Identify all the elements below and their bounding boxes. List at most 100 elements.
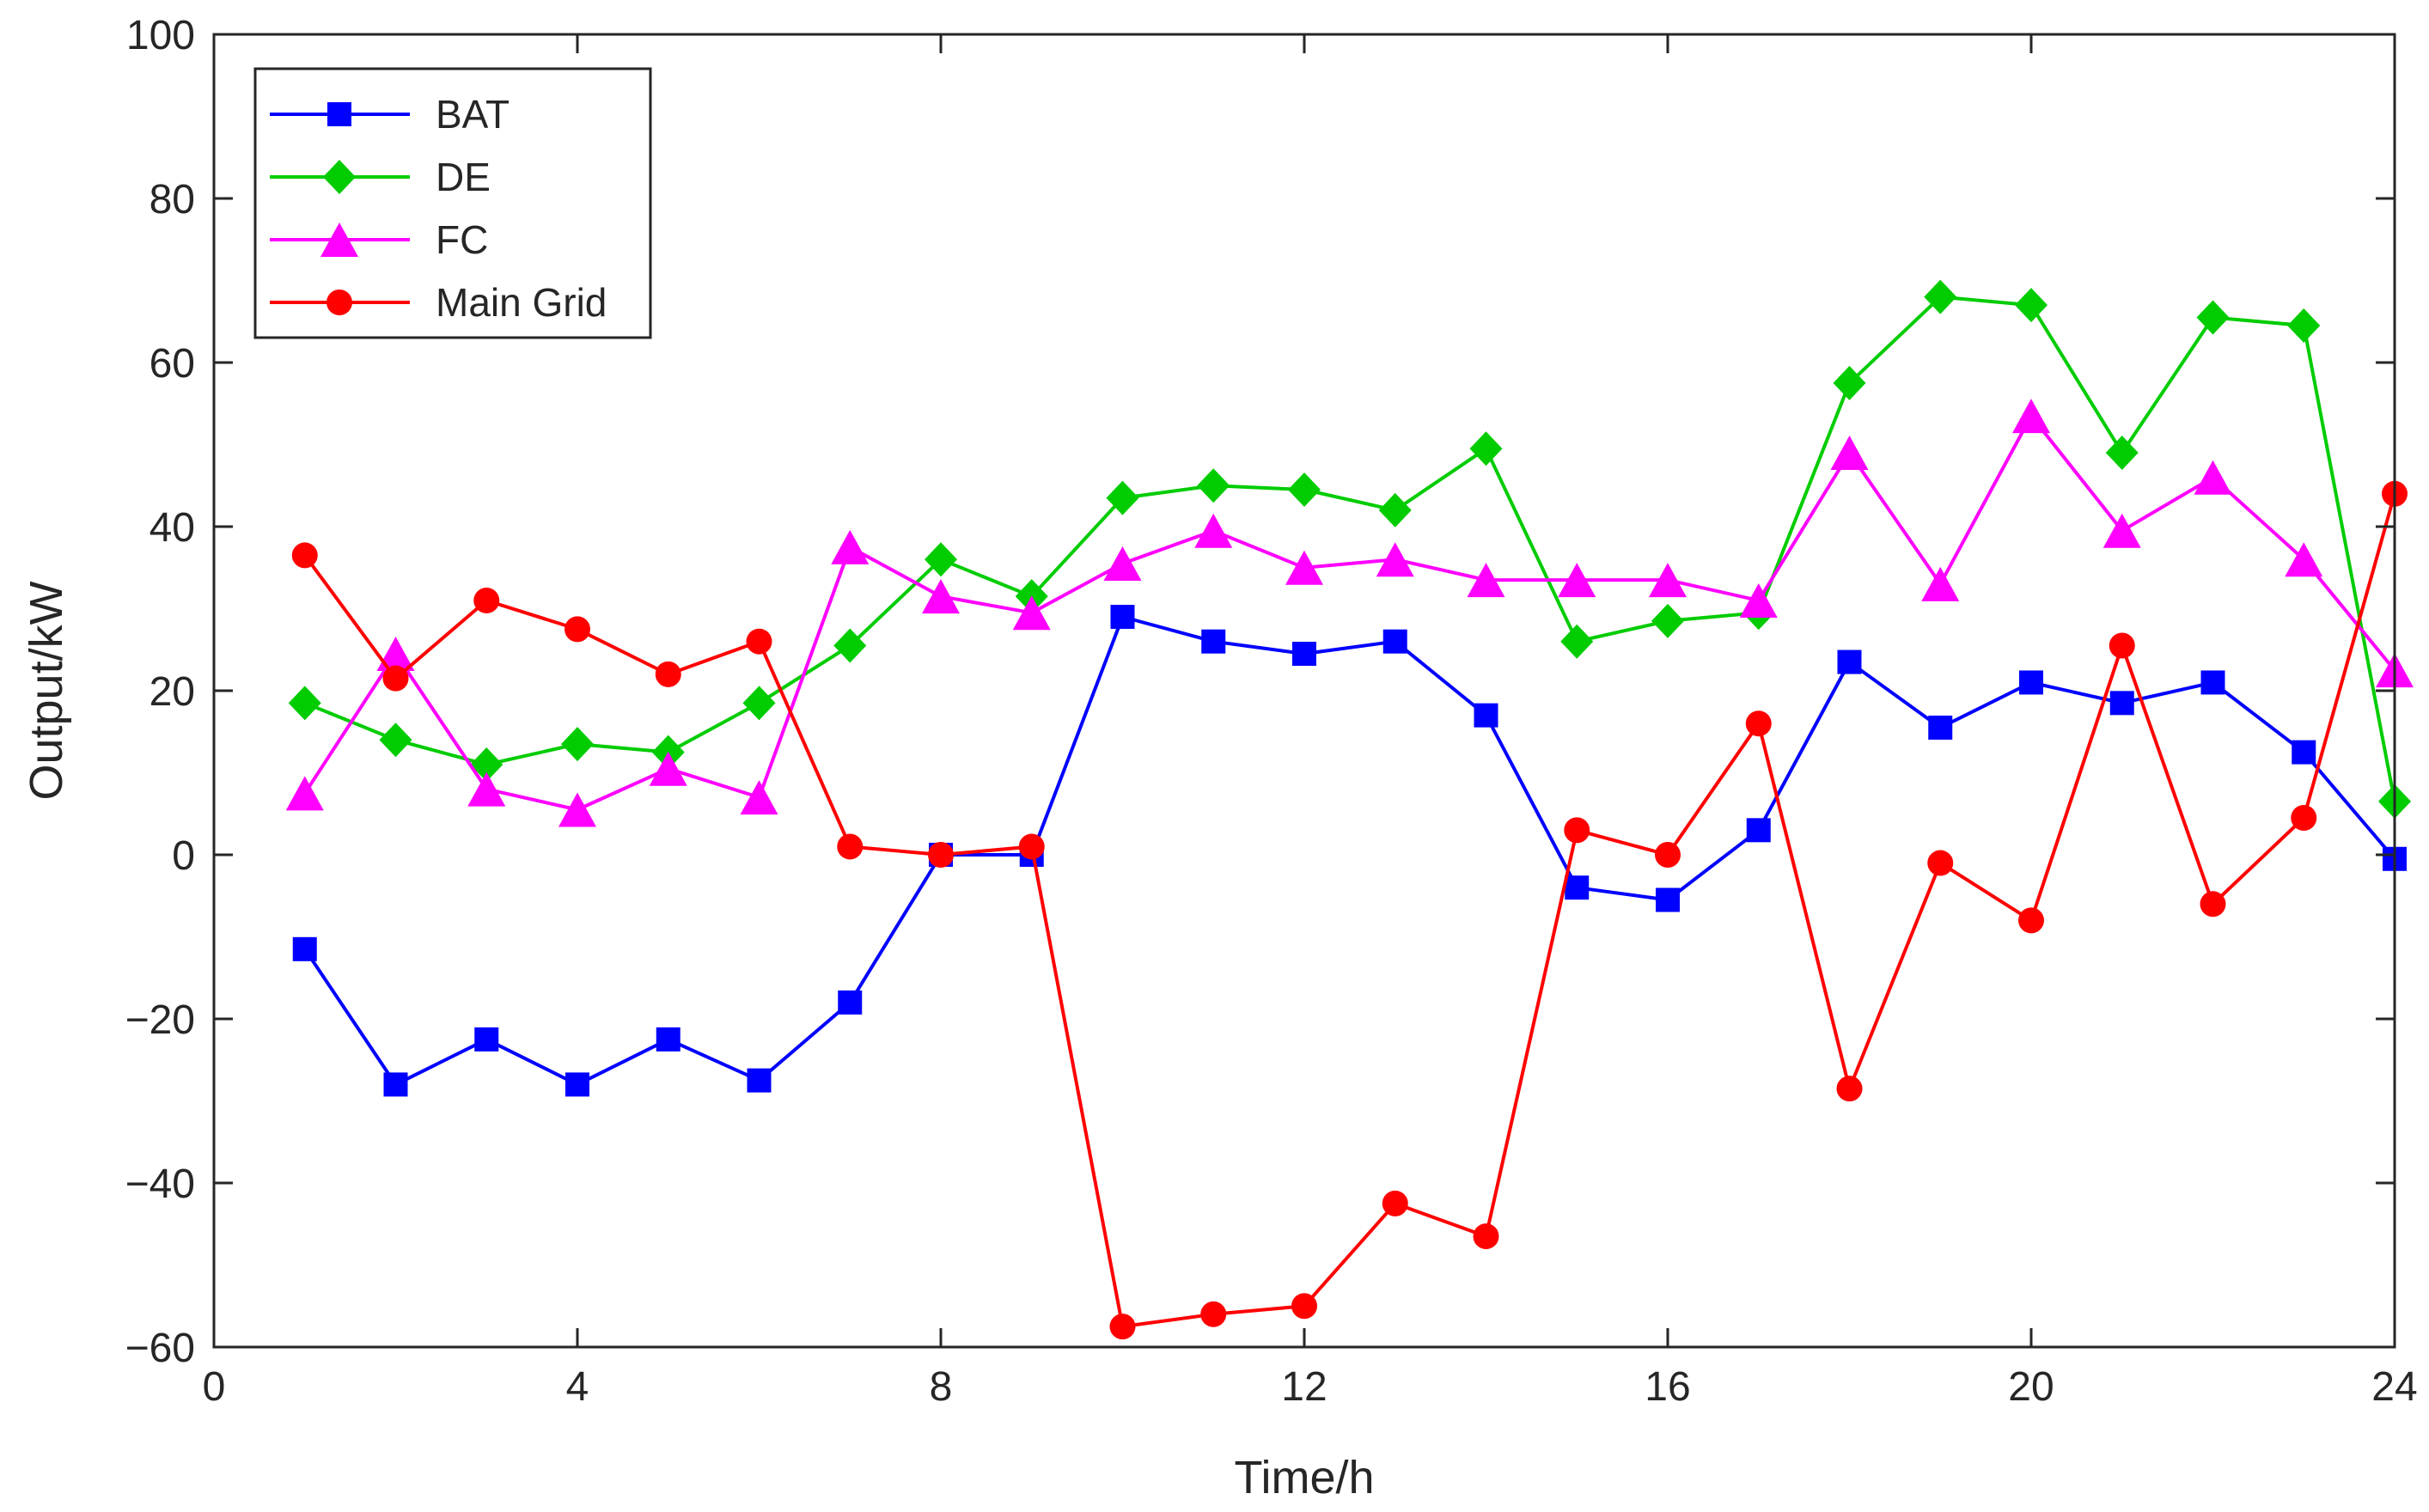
- data-point-fc: [1558, 563, 1596, 598]
- chart-marks: [285, 279, 2414, 1340]
- data-point-main-grid: [1473, 1223, 1499, 1250]
- data-point-main-grid: [2018, 907, 2044, 934]
- data-point-main-grid: [1291, 1293, 1317, 1320]
- data-point-bat: [565, 1072, 589, 1097]
- y-tick-label: 40: [150, 505, 195, 551]
- data-point-fc: [2194, 460, 2232, 495]
- data-point-de: [1106, 480, 1139, 515]
- data-point-de: [1288, 472, 1321, 508]
- data-point-fc: [1376, 542, 1414, 577]
- y-tick-label: 80: [150, 177, 195, 223]
- data-point-fc: [285, 776, 324, 811]
- data-point-bat: [2109, 691, 2134, 716]
- data-point-de: [833, 628, 867, 663]
- data-point-de: [925, 542, 957, 577]
- legend-marker-main-grid: [327, 290, 352, 315]
- data-point-main-grid: [565, 616, 590, 643]
- data-point-fc: [467, 771, 506, 807]
- data-point-fc: [2012, 399, 2050, 434]
- y-tick-label: −20: [125, 997, 195, 1043]
- data-point-bat: [1837, 649, 1862, 674]
- data-point-bat: [1746, 818, 1771, 843]
- series-main-grid: [291, 480, 2408, 1340]
- data-point-fc: [1285, 550, 1323, 585]
- data-point-de: [470, 747, 503, 782]
- data-point-main-grid: [291, 542, 318, 569]
- data-point-bat: [1382, 629, 1407, 654]
- chart-axes: 0 4 8 12 16 20 24 −60 −40 −20 0 20 40 60 80 100: [125, 13, 2418, 1410]
- data-point-main-grid: [1927, 850, 1954, 876]
- data-point-de: [561, 727, 594, 762]
- legend-item-fc: FC: [270, 217, 488, 262]
- data-point-main-grid: [2200, 891, 2226, 918]
- data-point-bat: [474, 1027, 499, 1052]
- series-bat: [292, 605, 2407, 1097]
- data-point-main-grid: [473, 587, 500, 613]
- data-point-de: [2015, 288, 2048, 323]
- x-tick-label: 0: [203, 1364, 226, 1410]
- legend-marker-de: [323, 160, 356, 194]
- x-tick-label: 12: [1281, 1364, 1327, 1410]
- data-point-de: [2105, 436, 2139, 471]
- data-point-fc: [1830, 436, 1869, 471]
- x-tick-label: 4: [566, 1364, 589, 1410]
- data-point-bat: [1110, 605, 1135, 630]
- data-point-bat: [292, 936, 317, 961]
- data-point-de: [1469, 431, 1503, 466]
- data-point-bat: [747, 1068, 772, 1093]
- data-point-de: [2287, 308, 2321, 344]
- data-point-de: [1651, 603, 1684, 638]
- legend-label-bat: BAT: [436, 92, 510, 137]
- data-point-fc: [1649, 563, 1687, 598]
- data-point-bat: [1201, 629, 1226, 654]
- legend-marker-bat: [327, 102, 351, 126]
- data-point-main-grid: [382, 665, 409, 692]
- data-point-fc: [1467, 563, 1505, 598]
- data-point-main-grid: [1564, 817, 1590, 844]
- data-point-fc: [558, 792, 596, 827]
- data-point-main-grid: [2291, 805, 2317, 832]
- data-point-de: [288, 686, 321, 721]
- data-point-bat: [2200, 670, 2225, 695]
- data-point-fc: [922, 579, 960, 614]
- data-point-main-grid: [1382, 1190, 1408, 1216]
- data-point-bat: [1928, 715, 1953, 740]
- data-point-de: [1197, 468, 1230, 503]
- data-point-bat: [1656, 887, 1680, 912]
- series-line-fc: [303, 414, 2396, 812]
- legend-marker-fc: [320, 223, 358, 257]
- x-tick-label: 16: [1645, 1364, 1690, 1410]
- data-point-main-grid: [1836, 1076, 1863, 1102]
- data-point-fc: [831, 529, 870, 564]
- data-point-fc: [1103, 546, 1142, 581]
- legend: BAT DE FC Main Grid: [253, 67, 652, 339]
- data-point-bat: [2019, 670, 2043, 695]
- data-point-fc: [649, 751, 687, 786]
- x-tick-label: 20: [2008, 1364, 2054, 1410]
- series-fc: [285, 399, 2414, 827]
- data-point-main-grid: [1745, 710, 1772, 737]
- legend-item-bat: BAT: [270, 92, 510, 137]
- y-tick-label: 0: [172, 833, 195, 879]
- legend-item-de: DE: [270, 155, 491, 199]
- data-point-fc: [2102, 513, 2141, 548]
- y-tick-label: −40: [125, 1161, 195, 1207]
- data-point-bat: [838, 990, 863, 1015]
- series-line-de: [304, 295, 2396, 802]
- data-point-main-grid: [1200, 1301, 1227, 1327]
- series-line-bat: [303, 615, 2396, 1087]
- data-point-fc: [2285, 542, 2323, 577]
- data-point-de: [1560, 624, 1594, 659]
- data-point-main-grid: [928, 842, 954, 868]
- data-point-main-grid: [837, 833, 864, 860]
- legend-label-de: DE: [436, 155, 491, 199]
- series-line-main-grid: [303, 493, 2396, 1329]
- data-point-bat: [2292, 740, 2316, 765]
- y-tick-label: 100: [126, 13, 195, 58]
- data-point-bat: [383, 1072, 408, 1097]
- y-tick-label: 60: [150, 341, 195, 387]
- x-tick-label: 24: [2371, 1364, 2417, 1410]
- data-point-main-grid: [746, 628, 772, 655]
